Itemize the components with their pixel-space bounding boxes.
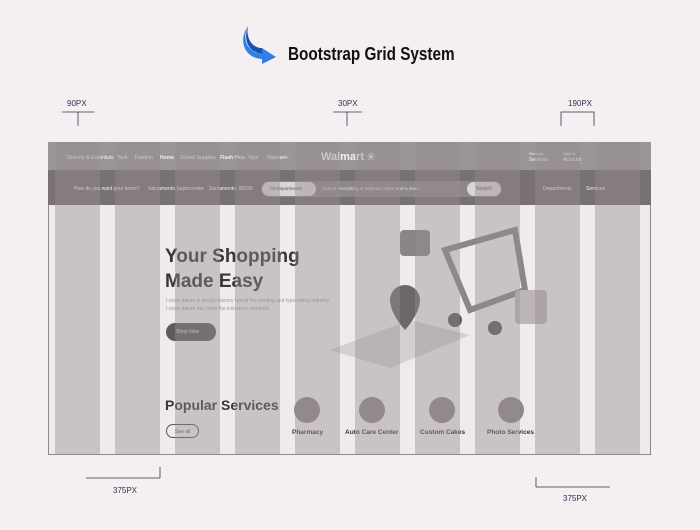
search-button[interactable] <box>467 182 501 196</box>
grid-column <box>235 142 280 455</box>
logo-icon <box>243 26 276 64</box>
service-icon[interactable] <box>429 397 455 423</box>
search-bar[interactable] <box>261 181 502 197</box>
see-all-text: See all <box>175 429 191 435</box>
grid-column <box>295 142 340 455</box>
hero-illustration <box>330 226 547 368</box>
account-small: Sign In <box>563 151 576 156</box>
see-all-button[interactable] <box>166 424 199 438</box>
nav-item[interactable]: Flash Pics <box>220 155 245 161</box>
title: Bootstrap Grid System <box>288 44 455 64</box>
department-select-text: All Departments <box>270 186 303 191</box>
hero-title-line: Made Easy <box>165 271 264 292</box>
account[interactable]: Account <box>563 157 582 163</box>
width-label: 375PX <box>113 486 138 495</box>
services-link[interactable]: Services <box>586 186 606 192</box>
nav-item[interactable]: Tech <box>117 155 128 161</box>
service-name: Photo Services <box>487 429 534 436</box>
gutter-label: 30PX <box>338 99 358 108</box>
nav-item[interactable]: Toys <box>248 155 259 161</box>
grid-column <box>415 142 460 455</box>
grid-column <box>595 142 640 455</box>
hero-title-line: Your Shopping <box>165 246 300 267</box>
logo[interactable]: Walmart <box>321 151 364 163</box>
services-title: Popular Services <box>165 397 279 413</box>
service-name: Pharmacy <box>292 429 324 436</box>
margin-label: 90PX <box>67 99 87 108</box>
search-placeholder: Search everything at Walmart online and … <box>322 186 420 191</box>
service-icon[interactable] <box>498 397 524 423</box>
shop-now-button[interactable] <box>166 323 216 341</box>
nav-item[interactable]: School Supplies <box>180 155 216 161</box>
grid-column <box>55 142 100 455</box>
top-nav <box>48 142 651 170</box>
departments[interactable]: Departments <box>543 186 572 192</box>
service-icon[interactable] <box>294 397 320 423</box>
width-label: 375PX <box>563 494 588 503</box>
grid-column <box>175 142 220 455</box>
hero-text: Lorem Ipsum is simply dummy text of the … <box>166 298 330 312</box>
nav-item[interactable]: Fashion <box>135 155 153 161</box>
service-name: Auto Care Center <box>345 429 399 436</box>
reorder[interactable]: Services <box>529 157 549 163</box>
grid-column <box>355 142 400 455</box>
grid-column <box>535 142 580 455</box>
shop-now-text: Shop Now <box>176 329 200 335</box>
service-icon[interactable] <box>359 397 385 423</box>
zip[interactable]: Sacramento, 95829 <box>209 186 253 192</box>
logo-spark: ✳ <box>366 150 377 164</box>
department-select[interactable] <box>262 182 316 196</box>
search-button-text: Search <box>476 186 492 192</box>
delivery[interactable]: How do you want your items? <box>74 186 140 192</box>
nav-item[interactable]: Walmart+ <box>267 155 289 161</box>
store[interactable]: Sacramento Supercenter <box>148 186 204 192</box>
grid-column <box>115 142 160 455</box>
nav-item[interactable]: Grocery & Essentials <box>67 155 114 161</box>
reorder-small: Reorder <box>529 151 544 156</box>
service-name: Custom Cakes <box>420 429 466 436</box>
hero-title: Your Shopping Made Easy <box>165 244 300 294</box>
column-label: 190PX <box>568 99 593 108</box>
nav-item[interactable]: Home <box>160 155 174 161</box>
grid-column <box>475 142 520 455</box>
